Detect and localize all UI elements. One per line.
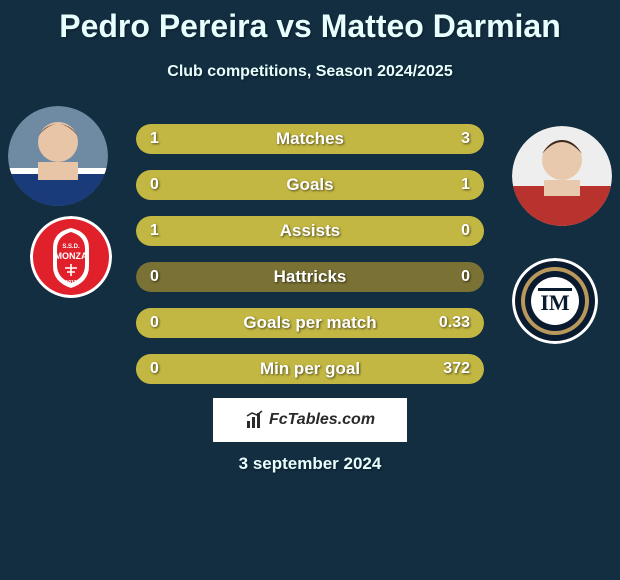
svg-text:1912: 1912 [65, 280, 76, 286]
stat-row: 0372Min per goal [136, 354, 484, 384]
stat-row: 00.33Goals per match [136, 308, 484, 338]
chart-icon [245, 410, 265, 430]
stats-bars: 13Matches 01Goals 10Assists 00Hattricks 00.3… [136, 124, 484, 400]
stat-label: Matches [136, 124, 484, 154]
stat-label: Assists [136, 216, 484, 246]
stat-label: Min per goal [136, 354, 484, 384]
stat-row: 10Assists [136, 216, 484, 246]
stat-label: Goals per match [136, 308, 484, 338]
stat-label: Hattricks [136, 262, 484, 292]
page-subtitle: Club competitions, Season 2024/2025 [0, 63, 620, 81]
stat-row: 00Hattricks [136, 262, 484, 292]
attribution-badge: FcTables.com [213, 398, 407, 442]
stat-row: 01Goals [136, 170, 484, 200]
stat-label: Goals [136, 170, 484, 200]
club-left-badge: S.S.D. MONZA 1912 [30, 216, 112, 298]
svg-text:S.S.D.: S.S.D. [62, 244, 80, 250]
player-right-avatar [512, 126, 612, 226]
svg-text:MONZA: MONZA [55, 251, 88, 261]
attribution-text: FcTables.com [269, 411, 375, 429]
page-title: Pedro Pereira vs Matteo Darmian [0, 0, 620, 45]
stat-row: 13Matches [136, 124, 484, 154]
svg-text:IM: IM [540, 290, 570, 315]
player-left-avatar [8, 106, 108, 206]
club-right-badge: IM [512, 258, 598, 344]
date-text: 3 september 2024 [0, 454, 620, 474]
